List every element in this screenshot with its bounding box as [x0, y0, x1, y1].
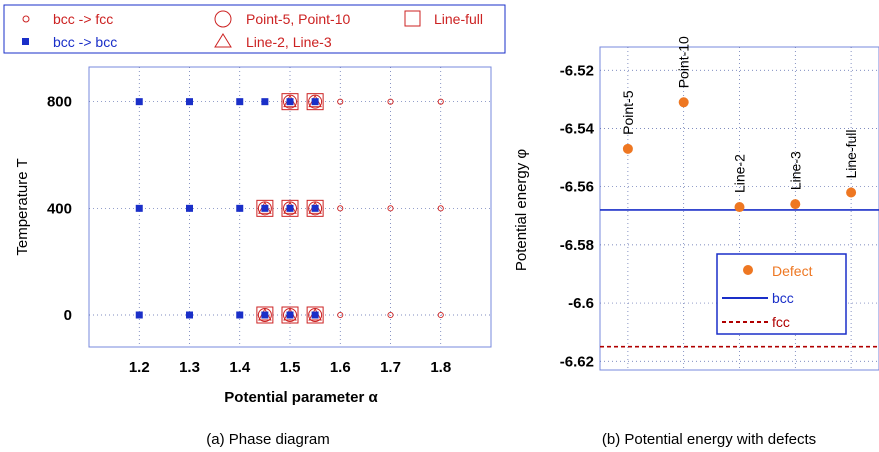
energy-y-tick-label: -6.58: [560, 237, 594, 254]
phase-markers: [135, 93, 444, 324]
marker-line-full: [281, 199, 299, 217]
phase-x-tick-label: 1.4: [229, 359, 251, 376]
marker-bcc-bcc: [311, 98, 319, 106]
marker-line-full: [306, 93, 324, 111]
marker-bcc-bcc: [186, 204, 193, 212]
legend-label-linefull: Line-full: [434, 11, 483, 27]
marker-bcc-fcc: [337, 205, 344, 212]
phase-y-ticks: 0 400 800: [47, 94, 72, 324]
phase-x-tick-label: 1.3: [179, 359, 200, 376]
marker-line-full: [256, 199, 274, 217]
phase-x-tick-label: 1.7: [380, 359, 401, 376]
marker-bcc-bcc: [261, 98, 269, 106]
defect-label: Line-3: [787, 151, 803, 190]
legend-label-bcc: bcc: [772, 290, 794, 306]
defect-label: Point-5: [620, 90, 636, 135]
defect-marker: [678, 97, 689, 108]
marker-bcc-bcc: [261, 204, 269, 212]
marker-bcc-fcc: [437, 311, 444, 319]
legend-marker-bcc-bcc: [22, 38, 29, 45]
legend-marker-defect: [743, 265, 753, 275]
marker-bcc-bcc: [286, 311, 294, 319]
legend-marker-linefull: [404, 10, 421, 27]
marker-bcc-bcc: [311, 204, 319, 212]
phase-y-tick-label: 0: [64, 307, 72, 324]
phase-x-tick-label: 1.6: [330, 359, 351, 376]
defect-label: Line-full: [843, 129, 859, 178]
marker-bcc-bcc: [286, 98, 294, 106]
defect-marker: [734, 202, 745, 213]
energy-y-tick-label: -6.56: [560, 179, 594, 196]
phase-x-tick-label: 1.8: [430, 359, 451, 376]
marker-bcc-fcc: [337, 311, 344, 319]
marker-line-full: [281, 93, 299, 111]
marker-line-full: [256, 306, 274, 324]
marker-bcc-fcc: [337, 98, 344, 105]
energy-caption: (b) Potential energy with defects: [602, 431, 816, 448]
marker-line-full: [306, 306, 324, 324]
legend-label-defect: Defect: [772, 263, 813, 279]
phase-diagram-panel: bcc -> fcc bcc -> bcc Point-5, Point-10 …: [3, 4, 506, 448]
energy-y-ticks: -6.52 -6.54 -6.56 -6.58 -6.6 -6.62: [560, 62, 595, 370]
marker-bcc-bcc: [135, 311, 143, 319]
defect-marker: [846, 187, 857, 198]
legend-label-bcc-bcc: bcc -> bcc: [53, 34, 117, 50]
defect-label: Point-10: [676, 36, 692, 88]
legend-label-fcc: fcc: [772, 314, 790, 330]
legend-label-line2: Line-2, Line-3: [246, 34, 332, 50]
energy-y-tick-label: -6.54: [560, 120, 595, 137]
energy-y-tick-label: -6.6: [568, 295, 594, 312]
marker-bcc-fcc: [387, 311, 394, 319]
marker-bcc-bcc: [286, 204, 294, 212]
phase-x-tick-label: 1.5: [280, 359, 301, 376]
phase-x-tick-label: 1.2: [129, 359, 150, 376]
marker-bcc-fcc: [387, 98, 394, 105]
legend-marker-line2: [214, 33, 232, 48]
marker-bcc-fcc: [437, 205, 444, 212]
marker-line-full: [306, 199, 324, 217]
energy-panel: -6.52-6.54-6.56-6.58-6.6-6.62 Point-5Poi…: [513, 36, 879, 448]
marker-line-full: [281, 306, 299, 324]
marker-bcc-bcc: [261, 311, 269, 319]
legend-marker-point: [214, 10, 232, 28]
legend-marker-bcc-fcc: [22, 15, 30, 23]
phase-x-ticks: 1.2 1.3 1.4 1.5 1.6 1.7 1.8: [129, 359, 451, 376]
phase-y-axis-label: Temperature T: [14, 158, 31, 255]
energy-legend-box: [716, 253, 847, 335]
marker-bcc-fcc: [387, 205, 394, 212]
marker-bcc-bcc: [236, 98, 244, 106]
defect-marker: [622, 143, 633, 154]
phase-legend-box: [3, 4, 506, 54]
energy-y-tick-label: -6.52: [560, 62, 594, 79]
phase-caption: (a) Phase diagram: [206, 431, 329, 448]
legend-label-bcc-fcc: bcc -> fcc: [53, 11, 113, 27]
energy-y-tick-label: -6.62: [560, 353, 594, 370]
marker-bcc-bcc: [186, 98, 193, 106]
marker-bcc-bcc: [236, 311, 244, 319]
marker-bcc-bcc: [186, 311, 193, 319]
marker-bcc-bcc: [311, 311, 319, 319]
energy-defect-markers: Point-5 Point-10 Line-2 Line-3 Line-full: [620, 36, 859, 213]
phase-x-axis-label: Potential parameter α: [224, 389, 378, 406]
marker-bcc-bcc: [135, 98, 143, 106]
energy-y-axis-label: Potential energy φ: [513, 149, 530, 272]
defect-marker: [790, 199, 801, 210]
defect-label: Line-2: [732, 154, 748, 193]
legend-label-point: Point-5, Point-10: [246, 11, 350, 27]
phase-y-tick-label: 800: [47, 94, 72, 111]
marker-bcc-bcc: [135, 204, 143, 212]
marker-bcc-fcc: [437, 98, 444, 105]
marker-bcc-bcc: [236, 204, 244, 212]
phase-y-tick-label: 400: [47, 200, 72, 217]
